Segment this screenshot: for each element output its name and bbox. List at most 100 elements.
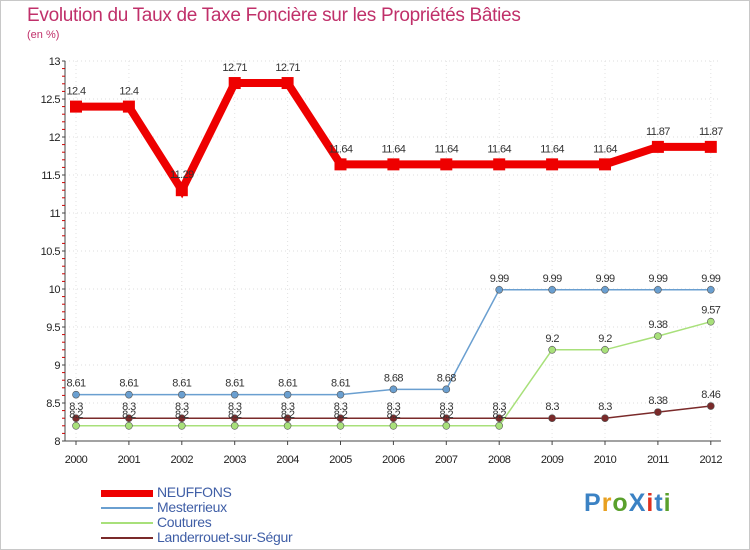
point-coutures-6 [389,421,398,430]
point-mesterrieux-8 [495,285,504,294]
x-tick-label-1: 2001 [118,454,141,466]
point-neuffons-10 [599,158,611,171]
x-tick-label-8: 2008 [488,454,511,466]
point-mesterrieux-5 [336,390,345,399]
data-label-landerrouet-sur-s-gur-4: 8.3 [281,401,295,413]
x-tick-label-3: 2003 [223,454,246,466]
point-mesterrieux-4 [283,390,292,399]
data-label-neuffons-9: 11.64 [540,143,564,155]
point-mesterrieux-0 [72,390,80,399]
point-neuffons-7 [440,158,453,171]
point-neuffons-1 [122,100,135,113]
data-label-coutures-1: 8.2 [122,409,136,421]
data-label-neuffons-1: 12.4 [119,86,138,98]
point-coutures-12 [706,317,715,326]
y-tick-label-9: 12.5 [41,94,61,106]
point-neuffons-9 [546,158,559,171]
point-coutures-0 [72,421,80,430]
point-landerrouet-sur-s-gur-9 [548,414,556,423]
point-mesterrieux-2 [178,390,186,399]
data-label-neuffons-12: 11.87 [699,126,723,138]
x-tick-label-9: 2009 [541,454,564,466]
data-label-neuffons-4: 12.71 [275,62,300,74]
point-neuffons-6 [387,158,400,171]
y-tick-label-6: 11 [50,208,61,220]
point-mesterrieux-6 [389,385,398,394]
data-label-landerrouet-sur-s-gur-1: 8.3 [122,401,136,413]
data-label-neuffons-3: 12.71 [222,62,247,74]
legend-swatch-coutures [101,522,153,524]
y-tick-label-3: 9.5 [46,322,60,334]
data-label-neuffons-2: 11.29 [170,169,194,181]
data-label-neuffons-0: 12.4 [66,86,85,98]
x-tick-label-7: 2007 [435,454,458,466]
data-label-neuffons-6: 11.64 [382,143,406,155]
point-neuffons-5 [334,158,347,171]
y-tick-label-0: 8 [54,436,60,448]
data-label-mesterrieux-4: 8.61 [278,378,297,390]
data-label-neuffons-10: 11.64 [593,143,617,155]
point-coutures-7 [442,421,451,430]
point-coutures-9 [548,345,556,354]
x-tick-label-5: 2005 [329,454,352,466]
legend-label-landerrouet-sur-s-gur: Landerrouet-sur-Ségur [157,529,293,545]
y-tick-label-1: 8.5 [46,398,60,410]
data-label-landerrouet-sur-s-gur-8: 8.3 [492,401,506,413]
data-label-coutures-10: 9.2 [598,333,612,345]
point-landerrouet-sur-s-gur-6 [389,414,398,423]
point-mesterrieux-12 [706,285,715,294]
data-label-coutures-7: 8.2 [440,409,454,421]
point-neuffons-3 [228,77,241,90]
point-landerrouet-sur-s-gur-10 [601,414,609,423]
point-landerrouet-sur-s-gur-0 [72,414,80,423]
data-label-coutures-11: 9.38 [648,319,667,331]
point-coutures-11 [654,332,662,340]
data-label-mesterrieux-9: 9.99 [543,273,562,285]
x-tick-label-2: 2002 [171,454,194,466]
data-label-landerrouet-sur-s-gur-12: 8.46 [701,389,720,401]
point-landerrouet-sur-s-gur-2 [178,414,186,423]
data-label-neuffons-11: 11.87 [646,126,670,138]
point-neuffons-4 [281,77,294,90]
data-label-coutures-8: 8.2 [492,409,506,421]
x-tick-label-0: 2000 [65,454,88,466]
legend-label-mesterrieux: Mesterrieux [157,499,227,515]
y-tick-label-8: 12 [49,132,61,144]
data-label-coutures-6: 8.2 [387,409,401,421]
y-tick-label-10: 13 [49,56,61,68]
data-label-coutures-4: 8.2 [281,409,295,421]
point-landerrouet-sur-s-gur-7 [442,414,451,423]
point-mesterrieux-11 [654,285,662,294]
data-label-mesterrieux-0: 8.61 [66,378,85,390]
data-label-mesterrieux-7: 8.68 [437,372,456,384]
data-label-landerrouet-sur-s-gur-2: 8.3 [175,401,189,413]
y-tick-label-7: 11.5 [41,170,60,182]
data-label-mesterrieux-6: 8.68 [384,372,403,384]
x-tick-label-10: 2010 [594,454,617,466]
data-label-landerrouet-sur-s-gur-11: 8.38 [648,395,667,407]
point-neuffons-0 [70,100,82,113]
data-label-landerrouet-sur-s-gur-3: 8.3 [228,401,242,413]
data-label-landerrouet-sur-s-gur-6: 8.3 [387,401,401,413]
point-landerrouet-sur-s-gur-4 [283,414,292,423]
point-mesterrieux-7 [442,385,451,394]
data-label-coutures-2: 8.2 [175,409,189,421]
legend-label-coutures: Coutures [157,514,212,530]
point-neuffons-8 [493,158,506,171]
data-label-mesterrieux-2: 8.61 [172,378,191,390]
point-landerrouet-sur-s-gur-3 [230,414,239,423]
point-landerrouet-sur-s-gur-1 [125,414,133,423]
point-mesterrieux-10 [601,285,609,294]
data-label-coutures-0: 8.2 [69,409,83,421]
point-landerrouet-sur-s-gur-11 [654,408,662,416]
x-tick-label-6: 2006 [382,454,405,466]
data-label-neuffons-8: 11.64 [487,143,511,155]
data-label-landerrouet-sur-s-gur-5: 8.3 [334,401,348,413]
point-coutures-5 [336,421,345,430]
point-neuffons-2 [175,184,188,197]
point-neuffons-11 [651,140,664,153]
data-label-coutures-9: 9.2 [545,333,559,345]
legend-label-neuffons: NEUFFONS [157,484,232,500]
data-label-coutures-12: 9.57 [701,305,720,317]
